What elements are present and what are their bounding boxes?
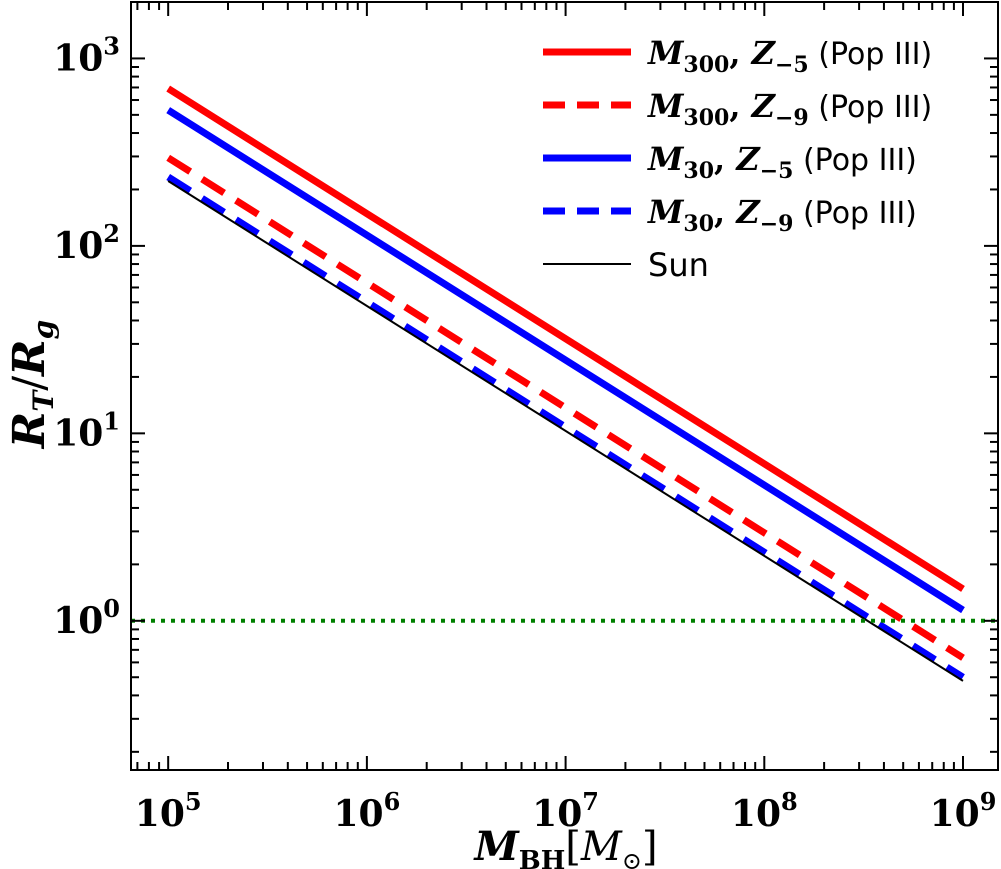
plot-lines xyxy=(166,85,965,682)
legend-label: Sun xyxy=(648,246,709,284)
series-line-0 xyxy=(166,85,965,592)
series-line-1 xyxy=(166,154,965,661)
legend-entry-1: M300, Z−9 (Pop III) xyxy=(543,87,932,131)
legend-entry-3: M30, Z−9 (Pop III) xyxy=(543,193,917,237)
x-axis-label: MBH[M⊙] xyxy=(472,823,657,869)
y-tick-labels: 100 101 102 103 xyxy=(53,31,120,641)
series-line-4 xyxy=(167,180,964,682)
legend-entry-2: M30, Z−5 (Pop III) xyxy=(543,140,917,184)
x-tick-label: 109 xyxy=(930,787,997,835)
x-tick-label: 105 xyxy=(135,787,202,835)
x-tick-label: 106 xyxy=(333,787,400,835)
legend-label: M300, Z−5 (Pop III) xyxy=(647,34,932,78)
legend: M300, Z−5 (Pop III) M300, Z−9 (Pop III) M3… xyxy=(543,34,932,284)
x-tick-label: 108 xyxy=(731,787,798,835)
y-tick-label: 100 xyxy=(53,594,120,642)
series-line-2 xyxy=(166,107,965,614)
major-ticks xyxy=(131,2,998,770)
plot-frame xyxy=(130,1,999,771)
legend-label: M300, Z−9 (Pop III) xyxy=(647,87,932,131)
legend-entry-4: Sun xyxy=(543,246,709,284)
legend-label: M30, Z−5 (Pop III) xyxy=(647,140,917,184)
legend-label: M30, Z−9 (Pop III) xyxy=(647,193,917,237)
legend-entry-0: M300, Z−5 (Pop III) xyxy=(543,34,932,78)
y-tick-label: 103 xyxy=(53,31,120,79)
x-tick-label: 107 xyxy=(532,787,599,835)
y-axis-label: RT/Rg xyxy=(4,320,60,450)
series-line-3 xyxy=(166,174,965,681)
x-tick-labels: 105 106 107 108 109 xyxy=(135,787,997,835)
minor-ticks xyxy=(131,1,998,770)
y-tick-label: 102 xyxy=(53,219,120,267)
y-tick-label: 101 xyxy=(53,406,120,454)
